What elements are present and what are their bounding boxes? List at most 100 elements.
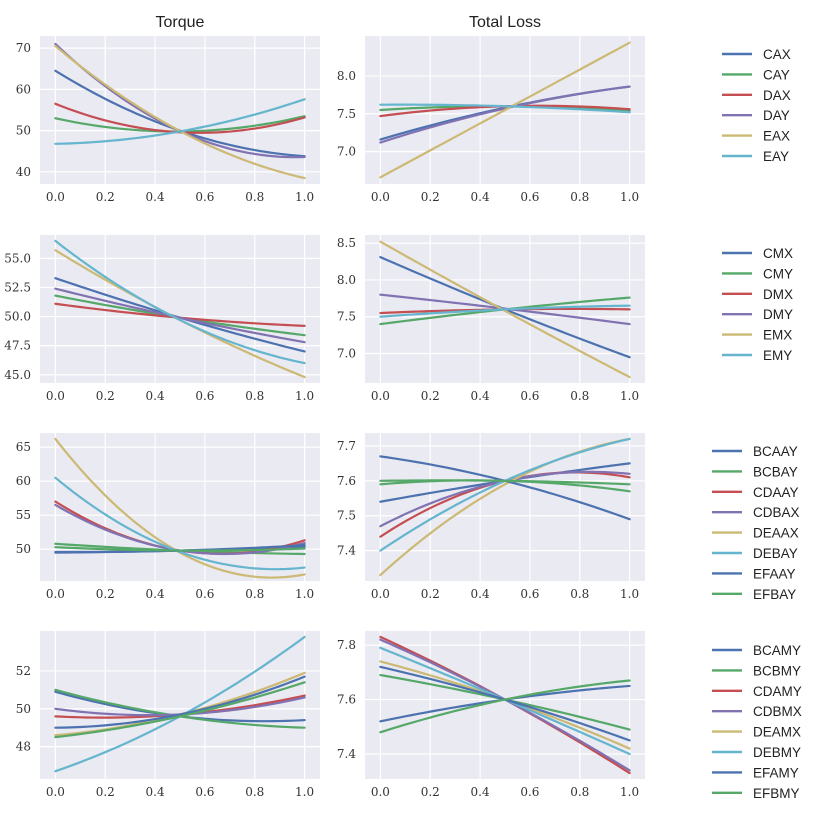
y-tick-label-7_5: 7.5	[337, 310, 356, 324]
series-line-efbay	[379, 479, 631, 493]
x-tick-label-0_4: 0.4	[146, 389, 165, 403]
legend-label: EMY	[763, 348, 792, 363]
legend-item-emy: EMY	[722, 348, 792, 363]
legend-label: CMX	[763, 246, 793, 261]
x-tick-label-0_0: 0.0	[371, 785, 390, 799]
legend-item-cdbmx: CDBMX	[712, 704, 802, 719]
x-tick-label-1_0: 1.0	[620, 785, 639, 799]
legend-item-cmx: CMX	[722, 246, 793, 261]
legend-label: DEAAX	[753, 526, 799, 541]
x-tick-label-0_4: 0.4	[471, 587, 490, 601]
plot-background	[365, 433, 645, 581]
legend-item-efbmy: EFBMY	[712, 786, 800, 801]
x-tick-label-1_0: 1.0	[295, 389, 314, 403]
series-line-efamy	[54, 675, 306, 729]
series-line-efbay	[54, 546, 306, 552]
y-tick-label-40: 40	[16, 165, 31, 179]
x-tick-label-0_8: 0.8	[570, 389, 589, 403]
legend-label: DEBAY	[753, 546, 798, 561]
legend-label: EFAMY	[753, 765, 799, 780]
plot-background	[40, 36, 320, 184]
legend-item-bcaay: BCAAY	[712, 444, 798, 459]
y-tick-label-8_0: 8.0	[337, 69, 356, 83]
y-tick-label-47_5: 47.5	[4, 339, 31, 353]
legend-item-dmy: DMY	[722, 307, 793, 322]
legend-label: CDAMY	[753, 684, 802, 699]
x-tick-label-0_0: 0.0	[46, 785, 65, 799]
x-tick-label-1_0: 1.0	[295, 785, 314, 799]
series-line-eax	[379, 41, 631, 179]
legend-label: DMX	[763, 287, 793, 302]
legend-item-deaax: DEAAX	[712, 526, 799, 541]
legend-item-emx: EMX	[722, 328, 792, 343]
legend-label: EMX	[763, 328, 792, 343]
x-tick-label-0_6: 0.6	[195, 785, 214, 799]
legend-label: CMY	[763, 266, 793, 281]
x-tick-label-1_0: 1.0	[295, 190, 314, 204]
legend-item-cay: CAY	[722, 67, 790, 82]
legend-row-0: CAX CAY DAX DAY EAX EAY	[722, 47, 791, 164]
x-tick-label-1_0: 1.0	[620, 587, 639, 601]
x-tick-label-0_6: 0.6	[195, 587, 214, 601]
x-tick-label-0_4: 0.4	[146, 190, 165, 204]
legend-label: DEAMX	[753, 725, 801, 740]
series-lines	[54, 239, 306, 379]
y-tick-label-8_5: 8.5	[337, 236, 356, 250]
x-tick-label-0_6: 0.6	[195, 190, 214, 204]
x-tick-label-0_4: 0.4	[146, 587, 165, 601]
legend-item-day: DAY	[722, 108, 790, 123]
y-tick-label-55_0: 55.0	[4, 251, 31, 265]
x-tick-label-0_0: 0.0	[371, 587, 390, 601]
series-lines	[54, 437, 306, 579]
subplot-r3-c0: 0.0 0.2 0.4 0.6 0.8 1.0 48 50 52	[16, 631, 320, 799]
x-tick-label-0_2: 0.2	[421, 389, 440, 403]
x-tick-label-1_0: 1.0	[620, 190, 639, 204]
y-tick-label-7_8: 7.8	[337, 638, 356, 652]
subplot-r1-c0: 0.0 0.2 0.4 0.6 0.8 1.0 45.0 47.5 50.0 52.5 55.0	[4, 235, 320, 403]
subplot-r0-c0: 0.0 0.2 0.4 0.6 0.8 1.0 40 50 60 70	[16, 36, 320, 204]
subplot-r0-c1: 0.0 0.2 0.4 0.6 0.8 1.0 7.0 7.5 8.0	[337, 36, 645, 204]
x-tick-label-0_2: 0.2	[96, 587, 115, 601]
y-tick-label-55: 55	[16, 508, 31, 522]
series-line-emx	[379, 240, 631, 379]
series-line-eay	[379, 103, 631, 114]
x-tick-label-0_2: 0.2	[421, 587, 440, 601]
x-tick-label-0_2: 0.2	[421, 785, 440, 799]
legend-item-bcbay: BCBAY	[712, 464, 798, 479]
x-tick-label-0_6: 0.6	[520, 190, 539, 204]
y-tick-label-7_6: 7.6	[337, 693, 356, 707]
legend-label: BCBAY	[753, 464, 798, 479]
y-tick-label-45_0: 45.0	[4, 368, 31, 382]
legend-row-1: CMX CMY DMX DMY EMX EMY	[722, 246, 793, 363]
y-tick-label-7_0: 7.0	[337, 347, 356, 361]
series-line-efbmy	[54, 681, 306, 739]
legend-item-cdamy: CDAMY	[712, 684, 802, 699]
y-tick-label-50_0: 50.0	[4, 310, 31, 324]
legend-item-bcbmy: BCBMY	[712, 663, 801, 678]
legend-label: BCAAY	[753, 444, 798, 459]
x-tick-label-0_2: 0.2	[96, 389, 115, 403]
x-tick-label-0_0: 0.0	[371, 190, 390, 204]
legend-label: EAY	[763, 149, 789, 164]
legend-label: BCBMY	[753, 663, 801, 678]
legend-label: DAY	[763, 108, 790, 123]
legend-label: EFBMY	[753, 786, 800, 801]
x-tick-label-0_4: 0.4	[146, 785, 165, 799]
series-lines	[379, 437, 631, 577]
y-tick-label-7_4: 7.4	[337, 544, 356, 558]
x-tick-label-0_4: 0.4	[471, 190, 490, 204]
x-tick-label-0_2: 0.2	[421, 190, 440, 204]
x-tick-label-0_2: 0.2	[96, 190, 115, 204]
subplot-r1-c1: 0.0 0.2 0.4 0.6 0.8 1.0 7.0 7.5 8.0 8.5	[337, 235, 645, 403]
legend-item-debay: DEBAY	[712, 546, 798, 561]
x-tick-label-0_0: 0.0	[46, 389, 65, 403]
y-tick-label-7_6: 7.6	[337, 474, 356, 488]
legend-item-cdbax: CDBAX	[712, 505, 800, 520]
y-tick-label-60: 60	[16, 474, 31, 488]
column-title-total-loss: Total Loss	[469, 14, 541, 31]
legend-item-debmy: DEBMY	[712, 745, 801, 760]
subplot-r3-c1: 0.0 0.2 0.4 0.6 0.8 1.0 7.4 7.6 7.8	[337, 631, 645, 799]
y-tick-label-7_0: 7.0	[337, 145, 356, 159]
